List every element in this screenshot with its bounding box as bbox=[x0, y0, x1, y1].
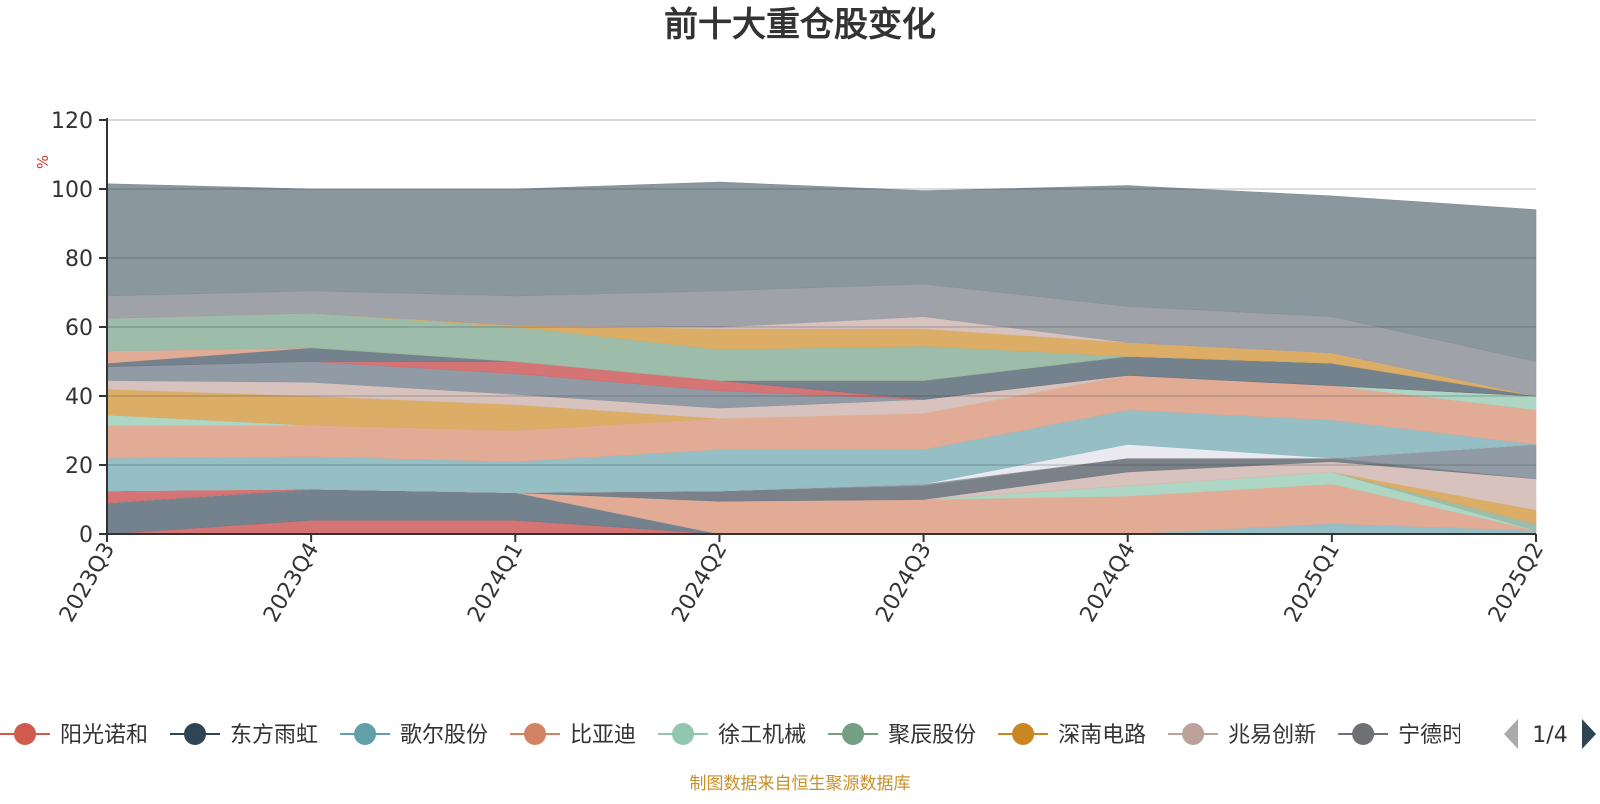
legend-label: 深南电路 bbox=[1058, 723, 1146, 748]
legend-label: 比亚迪 bbox=[570, 723, 636, 748]
x-tick-label: 2025Q1 bbox=[1280, 539, 1345, 627]
x-tick-label: 2024Q3 bbox=[871, 539, 936, 627]
legend-label: 东方雨虹 bbox=[230, 723, 318, 748]
footer-source: 制图数据来自恒生聚源数据库 bbox=[690, 774, 911, 794]
area-series-25 bbox=[106, 181, 1537, 362]
legend-marker-icon bbox=[842, 723, 865, 745]
legend-marker-icon bbox=[524, 723, 547, 745]
legend-prev-page-icon[interactable] bbox=[1504, 719, 1518, 749]
legend-marker-icon bbox=[184, 723, 207, 745]
legend-item[interactable]: 比亚迪 bbox=[510, 723, 636, 748]
legend-next-page-icon[interactable] bbox=[1582, 719, 1596, 749]
y-tick-label: 120 bbox=[51, 109, 93, 134]
y-tick-label: 0 bbox=[79, 523, 93, 548]
legend-marker-icon bbox=[672, 723, 695, 745]
legend: 阳光诺和 东方雨虹 歌尔股份 比亚迪 徐工机械 聚辰股份 深南电路 兆易创新 宁德时代 bbox=[0, 723, 1486, 748]
legend-marker-icon bbox=[354, 723, 377, 745]
legend-label: 聚辰股份 bbox=[888, 723, 976, 748]
y-tick-label: 60 bbox=[65, 316, 93, 341]
y-tick-label: 100 bbox=[51, 178, 93, 203]
chart-title: 前十大重仓股变化 bbox=[664, 5, 936, 45]
x-tick-label: 2024Q1 bbox=[463, 539, 528, 627]
legend-label: 宁德时代 bbox=[1398, 723, 1486, 748]
legend-item[interactable]: 歌尔股份 bbox=[340, 723, 488, 748]
x-tick-label: 2025Q2 bbox=[1484, 539, 1549, 627]
legend-item[interactable]: 东方雨虹 bbox=[170, 723, 318, 748]
legend-item[interactable]: 聚辰股份 bbox=[828, 723, 976, 748]
legend-page-indicator: 1/4 bbox=[1532, 723, 1567, 748]
legend-label: 徐工机械 bbox=[718, 723, 806, 748]
legend-label: 阳光诺和 bbox=[60, 723, 148, 748]
legend-label: 兆易创新 bbox=[1228, 723, 1316, 748]
legend-marker-icon bbox=[1182, 723, 1205, 745]
area-series-group bbox=[106, 181, 1537, 535]
legend-item[interactable]: 徐工机械 bbox=[658, 723, 806, 748]
x-tick-label: 2024Q4 bbox=[1076, 539, 1141, 627]
legend-label: 歌尔股份 bbox=[400, 723, 488, 748]
legend-item[interactable]: 阳光诺和 bbox=[0, 723, 148, 748]
y-axis-unit-label: % bbox=[34, 155, 52, 169]
x-tick-label: 2024Q2 bbox=[667, 539, 732, 627]
x-tick-label: 2023Q3 bbox=[55, 539, 120, 627]
legend-marker-icon bbox=[1352, 723, 1375, 745]
grid-lines bbox=[107, 119, 1536, 466]
legend-marker-icon bbox=[14, 723, 36, 745]
y-tick-label: 80 bbox=[65, 247, 93, 272]
y-tick-label: 40 bbox=[65, 385, 93, 410]
x-tick-label: 2023Q4 bbox=[259, 539, 324, 627]
legend-item[interactable]: 兆易创新 bbox=[1168, 723, 1316, 748]
legend-item[interactable]: 宁德时代 bbox=[1338, 723, 1486, 748]
legend-marker-icon bbox=[1012, 723, 1035, 745]
legend-item[interactable]: 深南电路 bbox=[998, 723, 1146, 748]
y-tick-label: 20 bbox=[65, 454, 93, 479]
